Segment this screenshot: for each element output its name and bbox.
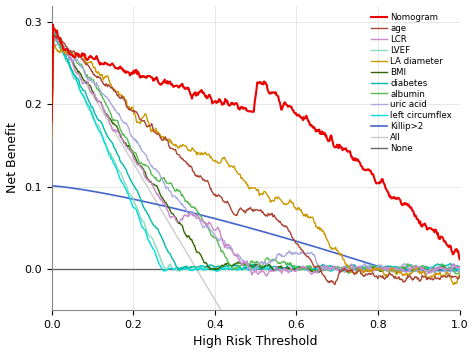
Y-axis label: Net Benefit: Net Benefit (6, 122, 18, 193)
Legend: Nomogram, age, LCR, LVEF, LA diameter, BMI, diabetes, albumin, uric acid, left c: Nomogram, age, LCR, LVEF, LA diameter, B… (368, 10, 456, 156)
X-axis label: High Risk Threshold: High Risk Threshold (193, 336, 318, 348)
